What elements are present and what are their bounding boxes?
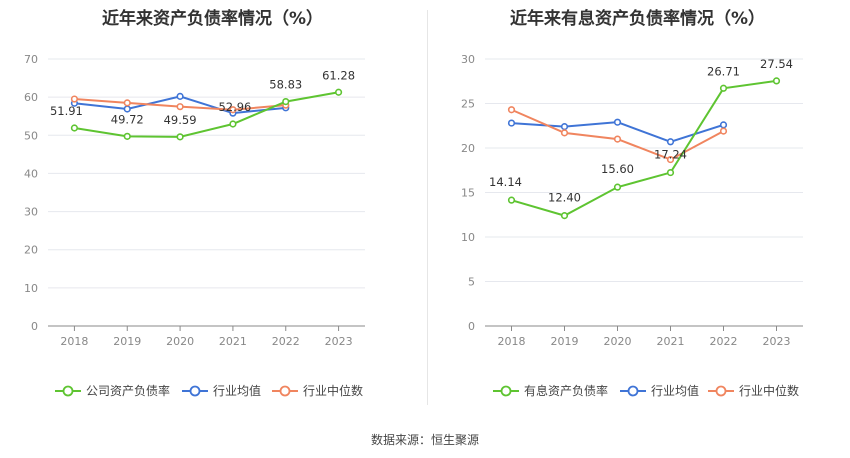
legend-item[interactable]: 行业均值 — [182, 383, 261, 398]
data-point[interactable] — [666, 168, 675, 177]
data-label: 49.59 — [164, 113, 197, 127]
series-line — [74, 91, 339, 138]
chart-title-debt-ratio: 近年来资产负债率情况（%） — [101, 9, 324, 29]
x-tick-label: 2020 — [604, 335, 632, 348]
data-label: 12.40 — [548, 191, 581, 205]
y-tick-label: 20 — [24, 244, 38, 257]
data-point[interactable] — [282, 98, 290, 106]
data-point[interactable] — [507, 196, 516, 204]
data-point[interactable] — [560, 212, 569, 220]
data-label: 52.96 — [218, 100, 251, 114]
legend-item[interactable]: 行业中位数 — [272, 383, 363, 398]
x-tick-label: 2018 — [60, 335, 88, 348]
data-point[interactable] — [507, 119, 516, 127]
y-tick-label: 0 — [31, 320, 38, 333]
x-tick-label: 2022 — [710, 335, 738, 348]
legend-marker — [627, 385, 639, 397]
x-tick-label: 2021 — [657, 335, 685, 348]
data-point[interactable] — [613, 118, 622, 126]
data-label: 15.60 — [601, 162, 634, 176]
data-point[interactable] — [613, 183, 622, 191]
chart-divider — [427, 10, 428, 405]
data-label: 14.14 — [489, 175, 522, 189]
legend-label: 有息资产负债率 — [524, 383, 608, 398]
data-point[interactable] — [123, 105, 131, 113]
legend-item[interactable]: 行业均值 — [620, 383, 699, 398]
data-point[interactable] — [123, 99, 131, 107]
y-tick-label: 30 — [461, 53, 475, 66]
data-point[interactable] — [613, 135, 622, 143]
legend-marker — [189, 385, 201, 397]
data-label: 49.72 — [111, 112, 144, 126]
legend-marker — [500, 385, 512, 397]
data-point[interactable] — [70, 95, 79, 103]
data-point[interactable] — [123, 132, 131, 140]
data-point[interactable] — [719, 84, 728, 92]
data-point[interactable] — [334, 88, 343, 96]
data-point[interactable] — [666, 138, 675, 146]
data-label: 58.83 — [269, 78, 302, 92]
data-source: 数据来源：恒生聚源 — [370, 433, 479, 447]
chart-title-interest-debt-ratio: 近年来有息资产负债率情况（%） — [509, 9, 766, 29]
y-tick-label: 30 — [24, 206, 38, 219]
data-point[interactable] — [719, 121, 728, 129]
legend-label: 行业中位数 — [303, 383, 363, 398]
x-tick-label: 2023 — [763, 335, 791, 348]
legend-marker — [279, 385, 291, 397]
legend-label: 行业均值 — [651, 383, 699, 398]
legend-marker — [62, 385, 74, 397]
chart-1: 0 10 20 30 40 50 60 70 2018 2019 2020 2021 2022 2023 5… — [24, 53, 365, 398]
series-line — [511, 79, 777, 217]
data-point[interactable] — [229, 120, 237, 128]
data-point[interactable] — [719, 127, 728, 135]
y-tick-label: 10 — [24, 282, 38, 295]
legend-label: 行业均值 — [213, 383, 261, 398]
y-tick-label: 0 — [468, 320, 475, 333]
data-label: 61.28 — [322, 68, 355, 82]
data-label: 51.91 — [50, 104, 83, 118]
legend-label: 公司资产负债率 — [86, 383, 170, 398]
y-tick-label: 20 — [461, 142, 475, 155]
y-tick-label: 70 — [24, 53, 38, 66]
data-point[interactable] — [507, 106, 516, 114]
y-tick-label: 25 — [461, 98, 475, 111]
chart-2: 0 5 10 15 20 25 30 2018 2019 2020 2021 2022 2023 14.1… — [461, 53, 803, 398]
y-tick-label: 15 — [461, 187, 475, 200]
data-label: 26.71 — [707, 64, 740, 78]
legend-item[interactable]: 有息资产负债率 — [493, 383, 608, 398]
x-tick-label: 2019 — [113, 335, 141, 348]
data-point[interactable] — [229, 106, 237, 114]
x-tick-label: 2022 — [272, 335, 300, 348]
legend-item[interactable]: 行业中位数 — [708, 383, 799, 398]
data-point[interactable] — [176, 92, 184, 100]
data-point[interactable] — [560, 123, 569, 131]
x-tick-label: 2023 — [325, 335, 353, 348]
legend-label: 行业中位数 — [739, 383, 799, 398]
legend-marker — [715, 385, 727, 397]
legend-item[interactable]: 公司资产负债率 — [55, 383, 170, 398]
x-tick-label: 2021 — [219, 335, 247, 348]
y-tick-label: 60 — [24, 91, 38, 104]
data-point[interactable] — [772, 77, 781, 85]
x-tick-label: 2020 — [166, 335, 194, 348]
x-tick-label: 2018 — [498, 335, 526, 348]
data-point[interactable] — [70, 124, 79, 132]
y-tick-label: 5 — [468, 276, 475, 289]
x-tick-label: 2019 — [551, 335, 579, 348]
y-tick-label: 40 — [24, 167, 38, 180]
data-label: 17.24 — [654, 148, 687, 162]
data-point[interactable] — [666, 155, 675, 164]
data-point[interactable] — [560, 129, 569, 137]
data-point[interactable] — [176, 133, 184, 141]
data-label: 27.54 — [760, 57, 793, 71]
data-point[interactable] — [176, 103, 184, 111]
y-tick-label: 50 — [24, 129, 38, 142]
y-tick-label: 10 — [461, 231, 475, 244]
